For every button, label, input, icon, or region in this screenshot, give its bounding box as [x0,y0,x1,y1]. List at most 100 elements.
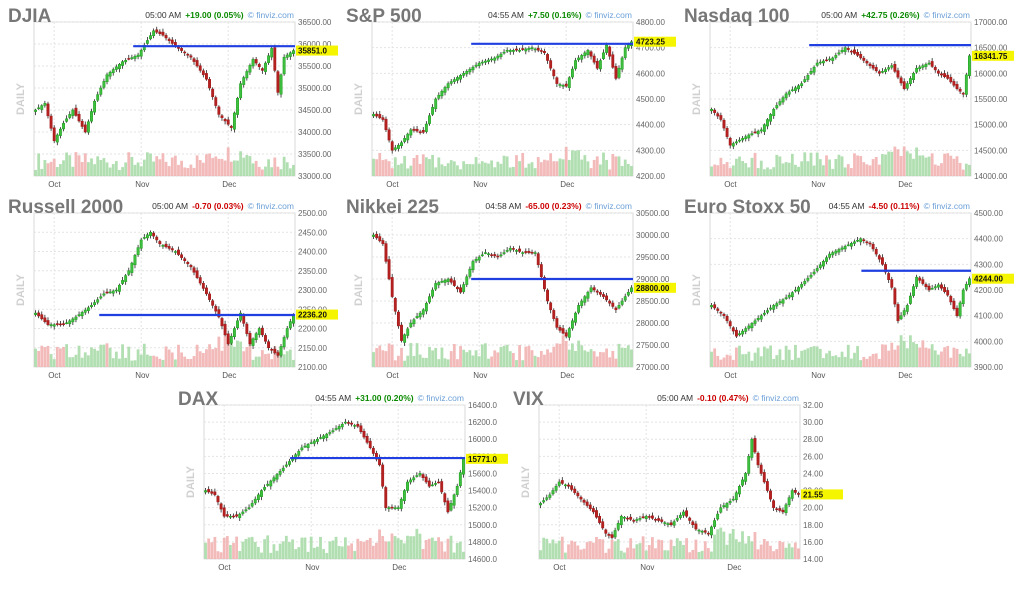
volume-bar [74,152,78,176]
chart-panel-nasdaq100: 14000.00 14500.00 15000.00 15500.00 16000.00… [676,6,1014,194]
volume-bar [589,168,593,176]
candle-body [825,59,828,62]
candle-body [902,310,906,316]
volume-bar [958,353,962,367]
candle-body [570,68,574,78]
volume-bar [775,355,779,367]
candle-body [223,323,227,336]
volume-bar [250,536,254,559]
chart-title-euro-stoxx-50: Euro Stoxx 50 [684,197,811,218]
candles [34,26,295,146]
candle-body [114,66,118,70]
candle-body [787,91,791,95]
volume-bar [397,164,400,176]
volume-bar [86,355,90,367]
source-link[interactable]: © finviz.com [247,201,294,211]
candle-body [576,492,580,497]
volume-bar [403,360,407,367]
candle-body [728,137,732,146]
candle-body [784,297,788,299]
volume-bar [818,348,822,367]
candle-body [542,500,546,503]
volume-bar [273,346,277,367]
candle-body [248,333,252,345]
volume-bar [282,156,286,176]
chart-svg: 14.0016.0018.0020.0022.0024.0026.0028.00… [520,401,843,572]
source-link[interactable]: © finviz.com [923,10,970,20]
volume-bar [787,349,791,367]
volume-bar [462,161,466,176]
source-link[interactable]: © finviz.com [585,10,632,20]
candle-body [49,324,53,326]
candle-body [800,83,804,86]
volume-bar [884,154,887,176]
volume-bar [223,160,227,176]
x-tick-label: Nov [473,180,487,189]
volume-bar [549,153,553,176]
volume-bar [62,346,65,367]
candle-body [58,323,62,326]
volume-bar [114,161,118,176]
change-label: +19.00 (0.05%) [185,10,244,20]
y-tick-label: 3900.00 [974,363,1003,372]
volume-bar [462,551,465,559]
source-link[interactable]: © finviz.com [247,10,294,20]
volume-bar [93,348,96,367]
candle-body [527,251,531,253]
volume-bar [623,159,627,176]
candle-body [905,305,909,312]
candle-body [722,314,726,316]
candle-body [387,259,391,280]
source-link[interactable]: © finviz.com [923,201,970,211]
volume-bar [229,544,232,559]
volume-bar [186,358,190,367]
candle-body [602,294,605,297]
volume-bar [955,348,959,367]
volume-bars [204,528,465,559]
candle-body [443,493,447,503]
candle-body [256,494,260,500]
candle-body [561,328,565,334]
volume-bar [387,161,391,176]
candle-body [198,277,202,284]
volume-bar [700,550,704,559]
volume-bar [515,155,518,176]
volume-bar [762,169,766,176]
volume-bar [139,166,143,176]
volume-bar [487,163,490,176]
candle-body [772,109,776,116]
volume-bar [968,164,971,176]
candle-body [784,93,788,99]
volume-bar [434,347,438,367]
candle-body [257,64,261,67]
volume-bar [170,157,174,176]
source-link[interactable]: © finviz.com [752,393,799,403]
candle-body [468,268,472,277]
volume-bar [527,345,531,367]
source-link[interactable]: © finviz.com [585,201,632,211]
candle-body [334,428,338,430]
candle-body [381,464,385,487]
source-link[interactable]: © finviz.com [417,393,464,403]
volume-bar [161,153,165,176]
time-label: 05:00 AM [145,10,182,20]
volume-bar [784,547,788,559]
volume-bar [282,354,286,367]
volume-bar [890,342,894,367]
volume-bar [725,544,729,559]
volume-bar [602,152,605,176]
candle-body [769,490,772,500]
candle-body [968,278,971,285]
candle-body [927,285,931,291]
chart-svg: 4200.004300.004400.004500.004600.004700.… [353,18,676,189]
volume-bar [703,541,707,559]
volume-bar [968,353,971,367]
volume-bar [37,350,41,367]
candle-body [183,51,187,54]
candle-body [871,64,875,69]
volume-bar [248,156,252,176]
candle-body [502,252,506,254]
volume-bar [551,539,555,559]
candles [372,231,633,346]
volume-bar [759,356,763,367]
